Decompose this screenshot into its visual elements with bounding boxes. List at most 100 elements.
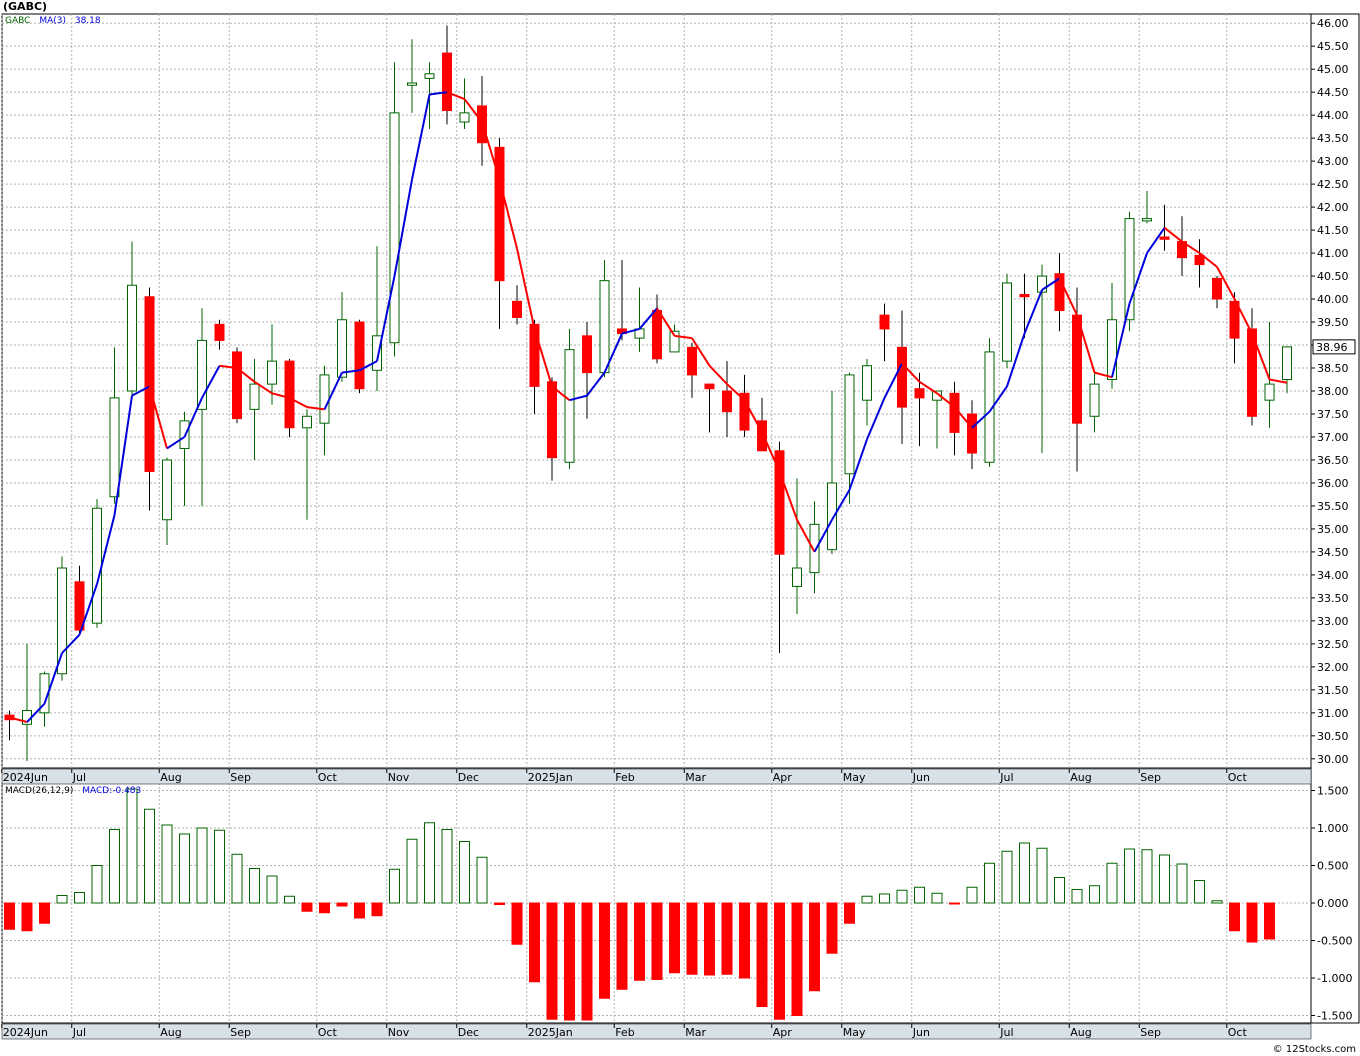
macd-bar (1001, 850, 1013, 904)
price-tick-label: 42.50 (1317, 178, 1349, 191)
macd-bar (1264, 902, 1275, 940)
candle-body (407, 82, 417, 86)
macd-bar (599, 902, 610, 999)
macd-bar (966, 886, 978, 904)
ma3-segment (533, 328, 553, 387)
ma3-segment (674, 334, 693, 340)
ma3-segment (341, 369, 360, 374)
x-tick-label: Jun (912, 771, 930, 784)
candle-body (372, 335, 382, 371)
ma3-segment (43, 652, 63, 704)
price-tick-label: 35.00 (1317, 523, 1349, 536)
macd-bar (1229, 902, 1240, 932)
x-tick-label: Sep (230, 1026, 251, 1039)
candle-body (529, 323, 540, 387)
macd-bar (424, 822, 435, 904)
price-tick-label: 40.50 (1317, 270, 1349, 283)
candle-body (127, 284, 137, 392)
x-tick-label: 2024Jun (3, 771, 48, 784)
candle-body (809, 523, 820, 574)
ma3-segment (463, 98, 483, 123)
macd-bar (914, 886, 925, 904)
ma3-segment (603, 333, 623, 374)
legend-ma-value: 38.18 (74, 16, 101, 26)
candle-body (1089, 383, 1100, 417)
macd-bar (546, 902, 558, 1020)
ma3-segment (1006, 333, 1026, 387)
x-tick-label: Feb (615, 771, 634, 784)
macd-bars (4, 788, 1275, 1021)
candle-body (564, 349, 575, 463)
candle-body (1107, 319, 1117, 381)
macd-bar (1054, 877, 1065, 904)
candle-body (57, 567, 67, 675)
macd-bar (249, 868, 260, 904)
macd-bar (196, 827, 208, 904)
macd-bar (931, 892, 943, 904)
ma3-segment (219, 364, 238, 370)
x-tick-label: Aug (160, 771, 181, 784)
price-tick-label: 33.00 (1317, 615, 1349, 628)
ma3-segment (813, 519, 833, 553)
macd-bar (336, 902, 348, 907)
candle-body (1142, 218, 1152, 222)
ma3-segment (918, 380, 938, 395)
ma3-segment (1128, 252, 1148, 304)
ma3-segment (1076, 314, 1096, 373)
x-tick-label: May (843, 1026, 866, 1039)
ma3-segment (936, 392, 956, 408)
candle-body (844, 374, 855, 475)
ma3-segment (306, 406, 325, 411)
ma3-segment (271, 392, 290, 399)
ma3-segment (551, 385, 571, 401)
price-tick-label: 32.00 (1317, 661, 1349, 674)
ma3-segment (1198, 252, 1218, 268)
ma3-segment (411, 94, 431, 180)
price-tick-label: 44.50 (1317, 86, 1349, 99)
macd-bar (476, 856, 488, 904)
x-tick-label: Aug (1070, 771, 1091, 784)
legend-symbol: GABC (5, 16, 31, 26)
macd-bar (109, 829, 120, 904)
ma3-segment (61, 633, 81, 654)
price-tick-label: 31.00 (1317, 707, 1349, 720)
candle-body (1124, 218, 1135, 321)
ma3-segment (393, 179, 413, 277)
x-tick-label: Nov (388, 1026, 410, 1039)
macd-bar (161, 824, 173, 904)
ma3-segment (691, 337, 711, 367)
macd-bar (651, 902, 663, 980)
price-tick-label: 36.00 (1317, 477, 1349, 490)
ma3-segment (848, 438, 868, 491)
candle-body (92, 507, 102, 624)
price-tick-label: 39.50 (1317, 316, 1349, 329)
ma3-segment (166, 436, 186, 450)
macd-x-axis-strip (1, 1023, 1312, 1040)
price-tick-label: 41.00 (1317, 247, 1349, 260)
x-tick-label: Sep (230, 771, 251, 784)
macd-bar (56, 895, 68, 904)
ma3-segment (1058, 277, 1078, 316)
price-tick-label: 46.00 (1317, 17, 1349, 30)
x-tick-label: Aug (1070, 1026, 1091, 1039)
x-tick-label: Jun (912, 1026, 930, 1039)
candle-body (162, 459, 172, 521)
ma3-segment (26, 702, 46, 723)
x-tick-label: Oct (1228, 771, 1248, 784)
macd-tick-label: 1.000 (1317, 822, 1349, 835)
macd-bar (441, 829, 453, 904)
price-tick-label: 38.50 (1317, 362, 1349, 375)
credit-text: © 12Stocks.com (1272, 1044, 1356, 1055)
macd-bar (861, 895, 873, 904)
candle-body (862, 365, 872, 401)
price-legend: GABC MA(3) 38.18 (5, 16, 107, 26)
ma3-segment (778, 471, 798, 521)
price-tick-label: 38.00 (1317, 385, 1349, 398)
ma3-segment (446, 91, 465, 100)
macd-bar (284, 895, 295, 904)
ma3-segment (1216, 266, 1236, 300)
macd-bar (984, 862, 995, 904)
x-tick-label: 2025Jan (528, 1026, 573, 1039)
candle-body (442, 52, 452, 112)
ma3-segment (429, 91, 448, 96)
